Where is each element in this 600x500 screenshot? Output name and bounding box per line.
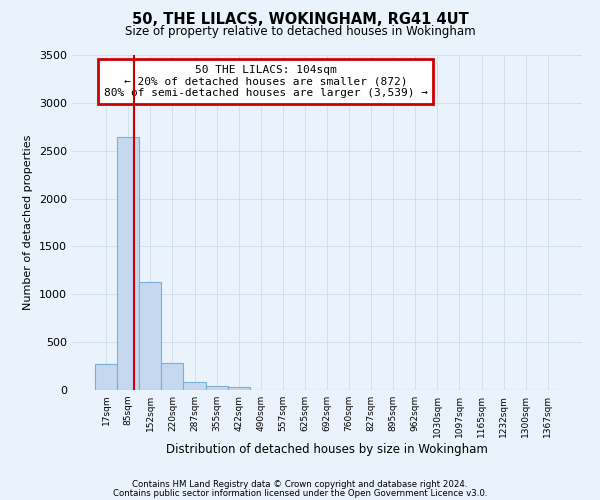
Bar bbox=[95, 364, 117, 390]
Text: Contains HM Land Registry data © Crown copyright and database right 2024.: Contains HM Land Registry data © Crown c… bbox=[132, 480, 468, 489]
Bar bbox=[227, 387, 250, 390]
Text: Contains public sector information licensed under the Open Government Licence v3: Contains public sector information licen… bbox=[113, 489, 487, 498]
Bar bbox=[139, 282, 161, 390]
X-axis label: Distribution of detached houses by size in Wokingham: Distribution of detached houses by size … bbox=[166, 442, 488, 456]
Text: 50, THE LILACS, WOKINGHAM, RG41 4UT: 50, THE LILACS, WOKINGHAM, RG41 4UT bbox=[131, 12, 469, 28]
Bar bbox=[206, 386, 227, 390]
Y-axis label: Number of detached properties: Number of detached properties bbox=[23, 135, 34, 310]
Bar bbox=[161, 363, 184, 390]
Bar bbox=[184, 382, 206, 390]
Text: 50 THE LILACS: 104sqm
← 20% of detached houses are smaller (872)
80% of semi-det: 50 THE LILACS: 104sqm ← 20% of detached … bbox=[104, 65, 428, 98]
Bar bbox=[117, 138, 139, 390]
Text: Size of property relative to detached houses in Wokingham: Size of property relative to detached ho… bbox=[125, 25, 475, 38]
